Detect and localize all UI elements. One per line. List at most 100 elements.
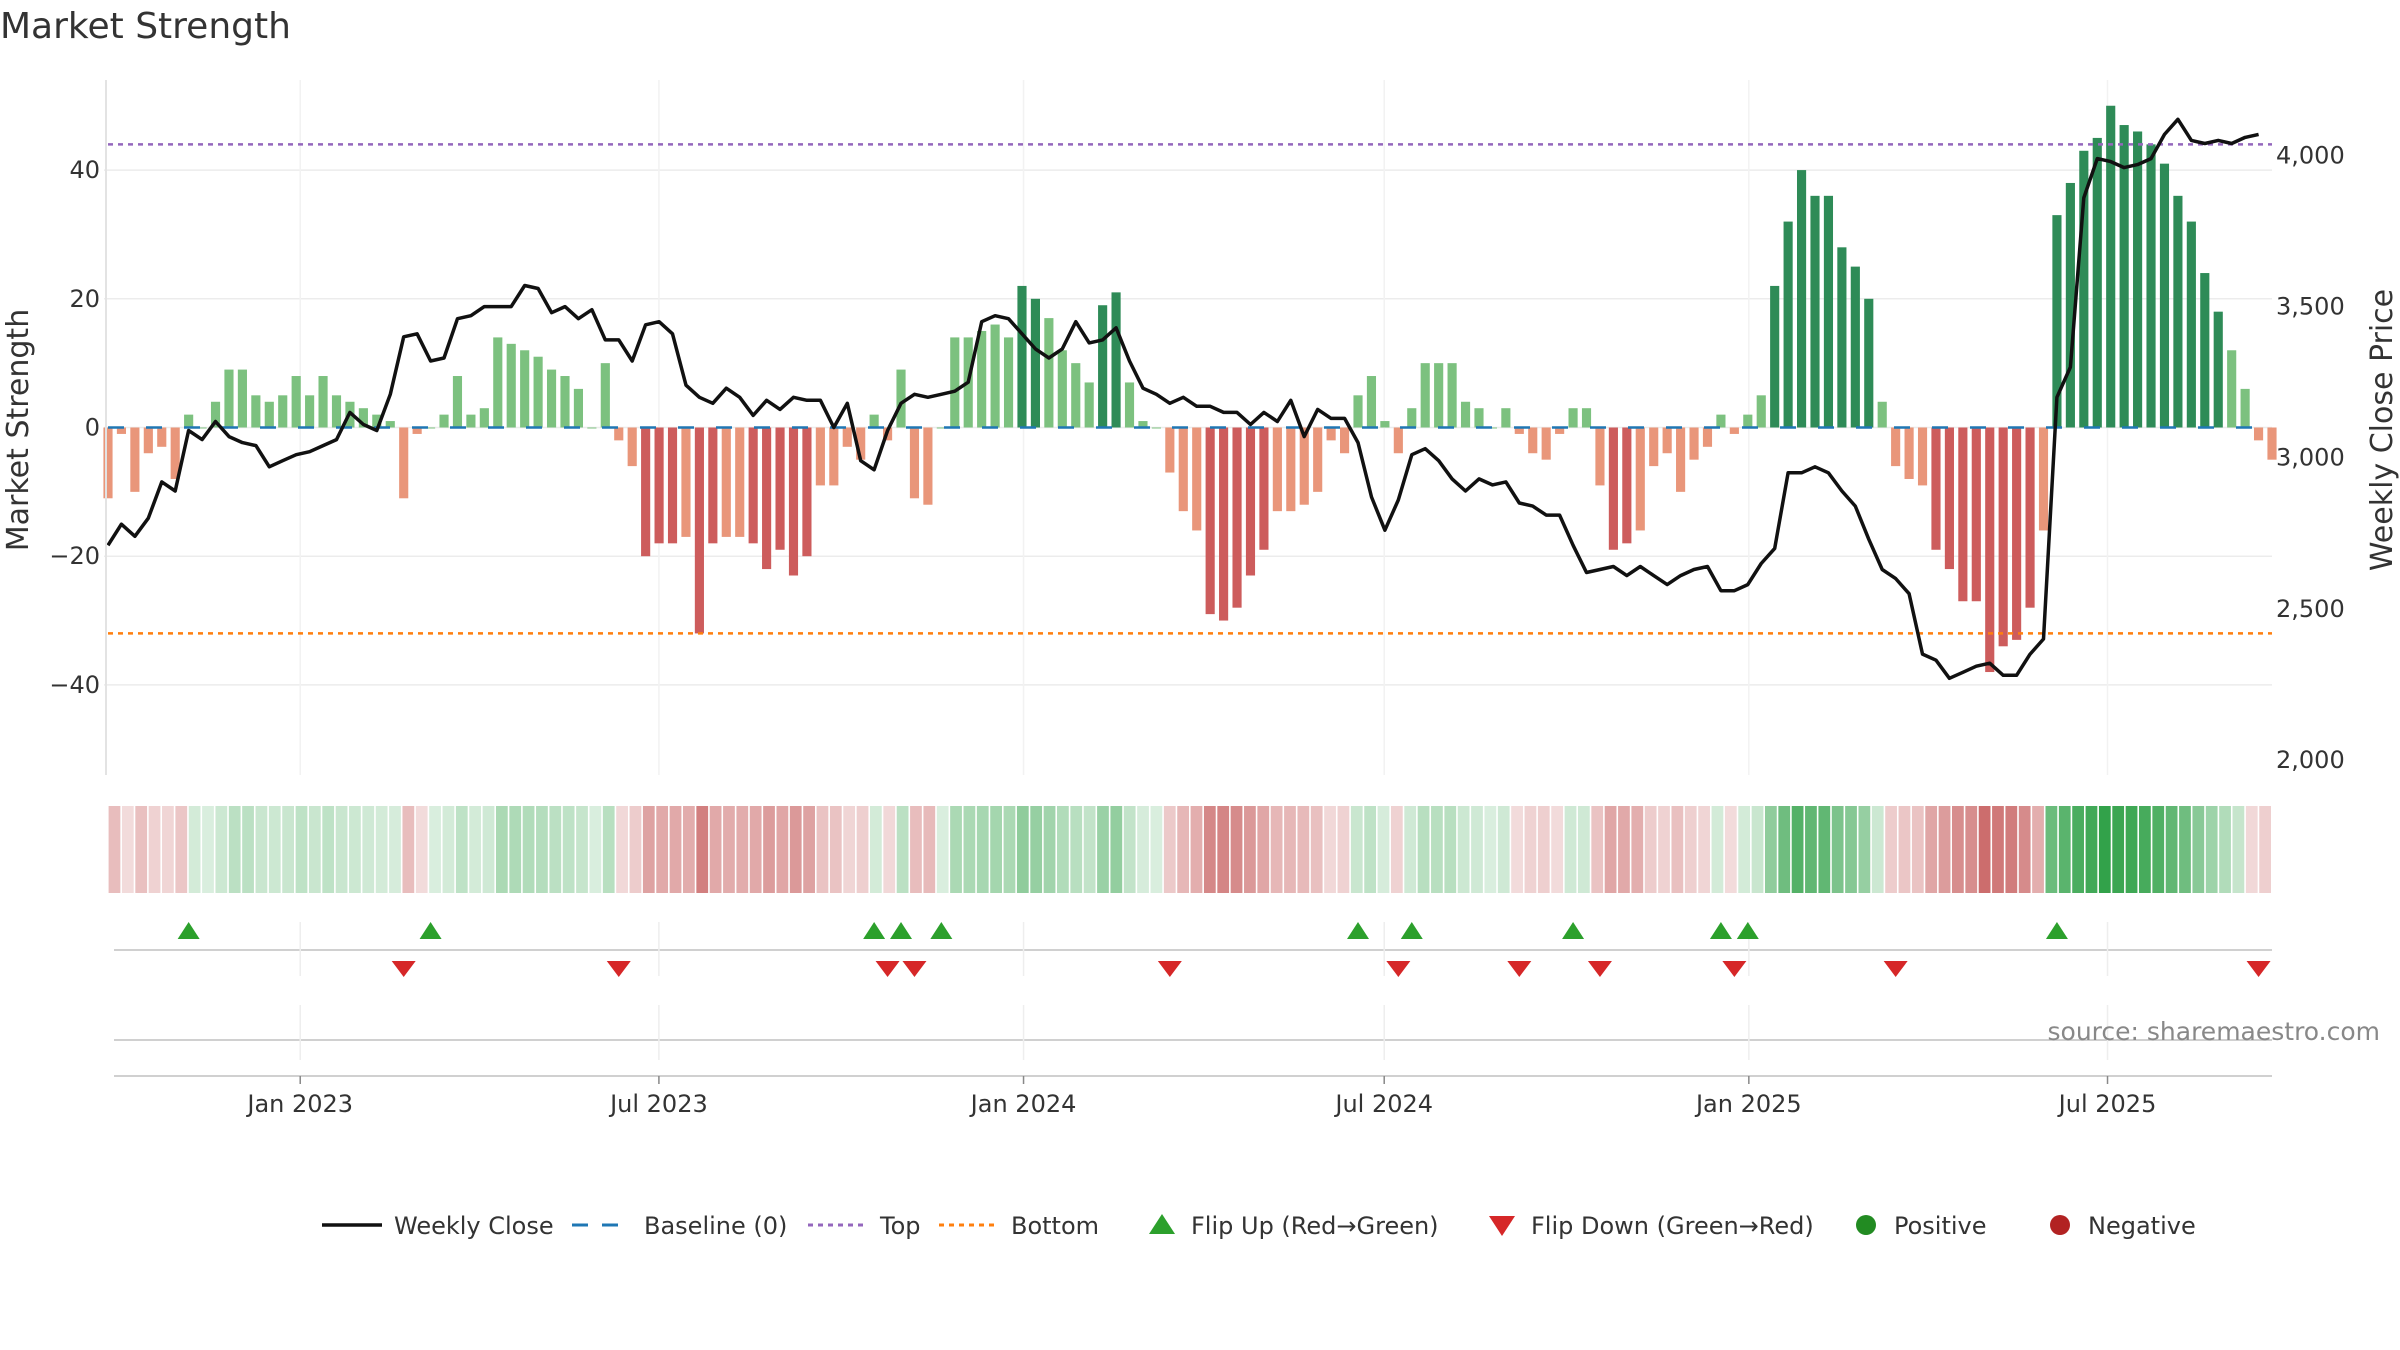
heat-cell: [282, 806, 295, 893]
heat-cell: [1524, 806, 1537, 893]
strength-bar: [1850, 266, 1860, 428]
legend: Weekly Close Baseline (0) Top Bottom Flip Up…: [322, 1212, 2196, 1240]
strength-bar: [372, 414, 382, 428]
strength-bar: [1447, 363, 1457, 428]
strength-bar: [667, 427, 678, 544]
heat-cell: [1724, 806, 1737, 893]
flip-up-marker: [1400, 922, 1423, 939]
heat-cell: [2018, 806, 2031, 893]
strength-bar: [1434, 363, 1444, 428]
heat-cell: [1845, 806, 1857, 893]
flip-down-marker: [1157, 961, 1182, 977]
heat-cell: [108, 806, 121, 893]
strength-bar: [1272, 427, 1282, 512]
heat-cell: [1938, 806, 1951, 893]
strength-bar: [170, 427, 180, 479]
strength-bar: [318, 376, 328, 428]
strength-bar: [2186, 221, 2196, 428]
strength-bar: [1568, 408, 1578, 428]
strength-bar: [1340, 427, 1350, 454]
x-tick-label: Jan 2025: [1694, 1090, 1802, 1118]
y-right-tick-label: 2,500: [2276, 595, 2345, 623]
heat-cell: [228, 806, 241, 893]
heat-cell: [1604, 806, 1617, 893]
heat-cell: [589, 806, 602, 893]
heat-cell: [1150, 806, 1163, 893]
strength-bar: [1098, 305, 1108, 428]
heat-cell: [883, 806, 896, 893]
heat-cell: [308, 806, 321, 893]
heat-cell: [1190, 806, 1203, 893]
heat-cell: [121, 806, 134, 893]
heat-cell: [576, 806, 588, 893]
strength-bar: [2052, 215, 2062, 428]
heat-cell: [1871, 806, 1884, 893]
heat-cell: [1484, 806, 1497, 893]
heat-cell: [1631, 806, 1644, 893]
heat-cell: [2219, 806, 2231, 893]
heat-cell: [1177, 806, 1189, 893]
strength-bar: [1917, 427, 1928, 486]
strength-bar: [506, 343, 516, 428]
heat-cell: [2032, 806, 2044, 893]
x-tick-label: Jan 2023: [245, 1090, 353, 1118]
strength-bar: [1219, 427, 1229, 621]
heat-cell: [2125, 806, 2138, 893]
strength-bar: [573, 388, 584, 428]
strength-bar: [116, 427, 127, 434]
heat-cell: [910, 806, 922, 893]
heat-cell: [843, 806, 856, 893]
flip-down-marker: [1722, 961, 1747, 977]
heat-cell: [749, 806, 762, 893]
heat-cell: [1511, 806, 1523, 893]
heat-cell: [1791, 806, 1804, 893]
heat-cell: [1818, 806, 1831, 893]
heat-cell: [602, 806, 615, 893]
strength-bar: [1299, 427, 1309, 505]
strength-bar: [1944, 427, 1954, 570]
strength-bar: [1474, 408, 1484, 428]
heat-cell: [1618, 806, 1630, 893]
heat-cell: [963, 806, 976, 893]
strength-bar: [197, 427, 207, 429]
heat-cell: [1978, 806, 1991, 893]
heat-cell: [509, 806, 522, 893]
strength-bar: [224, 369, 234, 428]
source-label: source: sharemaestro.com: [2048, 1017, 2381, 1046]
heat-cell: [1898, 806, 1911, 893]
legend-label: Bottom: [1011, 1212, 1099, 1240]
strength-bar: [2240, 388, 2250, 428]
heat-cell: [1310, 806, 1323, 893]
strength-bar: [2065, 182, 2075, 428]
heat-cell: [2058, 806, 2071, 893]
heat-cell: [803, 806, 815, 893]
legend-label: Weekly Close: [394, 1212, 554, 1240]
strength-bar: [331, 395, 342, 428]
heat-cell: [335, 806, 348, 893]
heat-cell: [1751, 806, 1764, 893]
strength-bar: [802, 427, 812, 557]
heat-cell: [1537, 806, 1550, 893]
strength-bar: [1837, 247, 1847, 428]
strength-bar: [251, 395, 261, 428]
strength-bar: [856, 427, 866, 460]
heat-cell: [789, 806, 802, 893]
strength-bar: [1608, 427, 1618, 550]
strength-bar: [587, 427, 597, 429]
legend-flip-up: Flip Up (Red→Green): [1149, 1212, 1439, 1240]
strength-bar: [466, 414, 476, 428]
heat-cell: [990, 806, 1002, 893]
flip-up-marker: [1562, 922, 1585, 939]
strength-bar: [1622, 427, 1632, 544]
strength-bar: [2079, 150, 2089, 428]
heat-cell: [1805, 806, 1817, 893]
heat-cell: [2072, 806, 2084, 893]
heat-cell: [1965, 806, 1978, 893]
strength-bar: [1084, 382, 1094, 428]
heat-cell: [1992, 806, 2004, 893]
heat-cell: [682, 806, 695, 893]
heat-cell: [923, 806, 936, 893]
strength-bar: [2213, 311, 2223, 428]
strength-bar: [1555, 427, 1565, 434]
strength-bar: [1420, 363, 1430, 428]
